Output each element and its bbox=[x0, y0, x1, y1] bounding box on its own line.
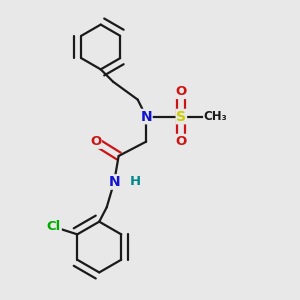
Text: H: H bbox=[130, 176, 141, 188]
Text: O: O bbox=[176, 85, 187, 98]
Text: O: O bbox=[176, 134, 187, 148]
Text: S: S bbox=[176, 110, 186, 124]
Text: O: O bbox=[90, 135, 101, 148]
Text: N: N bbox=[108, 175, 120, 189]
Text: CH₃: CH₃ bbox=[204, 110, 228, 123]
Text: Cl: Cl bbox=[47, 220, 61, 233]
Text: N: N bbox=[140, 110, 152, 124]
